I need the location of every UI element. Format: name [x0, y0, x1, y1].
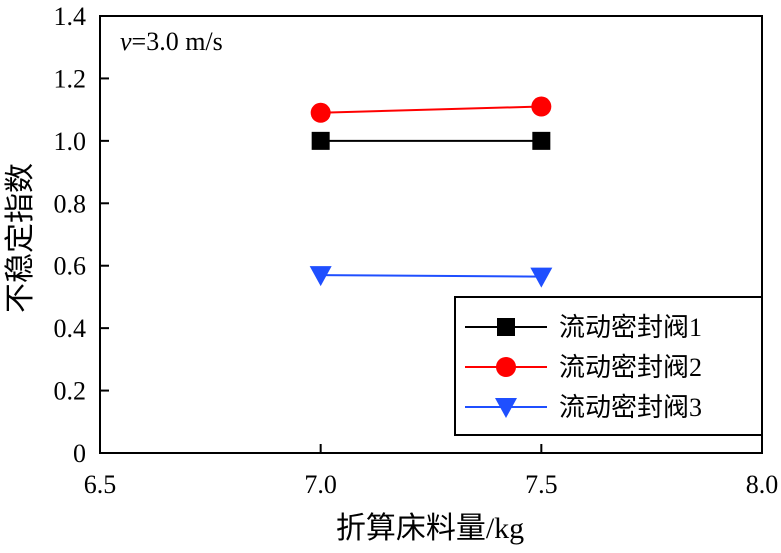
velocity-value: =3.0 m/s: [132, 27, 223, 56]
plot-frame: [99, 15, 763, 454]
legend-label-1: 流动密封阀1: [559, 313, 702, 342]
legend: 流动密封阀1 流动密封阀2 流动密封阀3: [454, 296, 763, 436]
y-tick-label: 0: [73, 439, 86, 468]
y-tick-label: 0.4: [54, 314, 87, 343]
series-3-point: [530, 267, 553, 288]
plot-area: 0 0.2 0.4 0.6 0.8 1.0 1.2 1.4 6.5 7.0 7.5 8.0: [54, 2, 779, 499]
series-2-point: [531, 96, 552, 117]
series-1-point: [311, 131, 330, 150]
y-tick-label: 1.2: [54, 64, 87, 93]
series-line-3: [320, 274, 542, 278]
legend-marker-3: [495, 398, 517, 418]
velocity-symbol: v: [120, 27, 132, 56]
y-tick-label: 1.4: [54, 2, 87, 31]
y-axis-title: 不稳定指数: [4, 163, 37, 313]
velocity-annotation: v=3.0 m/s: [120, 27, 223, 56]
x-tick-label: 8.0: [746, 470, 779, 499]
legend-marker-1: [497, 318, 515, 336]
series-2-point: [310, 102, 331, 123]
legend-label-2: 流动密封阀2: [559, 353, 702, 382]
legend-label-3: 流动密封阀3: [559, 393, 702, 422]
y-tick-label: 0.8: [54, 189, 87, 218]
x-tick-label: 6.5: [84, 470, 117, 499]
y-tick-label: 1.0: [54, 127, 87, 156]
series-line-2: [320, 105, 542, 114]
x-tick-label: 7.5: [525, 470, 558, 499]
y-tick-label: 0.2: [54, 377, 87, 406]
y-tick-label: 0.6: [54, 252, 87, 281]
series-3-point: [309, 266, 332, 287]
x-axis-title: 折算床料量/kg: [336, 512, 524, 545]
series-1-point: [532, 131, 551, 150]
x-tick-label: 7.0: [304, 470, 337, 499]
legend-marker-2: [496, 357, 516, 377]
